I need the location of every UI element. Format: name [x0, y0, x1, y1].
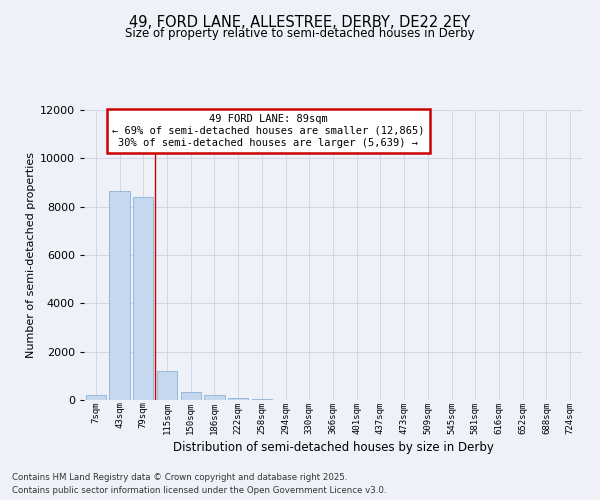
- Bar: [181, 392, 201, 400]
- Text: 49, FORD LANE, ALLESTREE, DERBY, DE22 2EY: 49, FORD LANE, ALLESTREE, DERBY, DE22 2E…: [130, 15, 470, 30]
- Bar: [252, 399, 272, 400]
- Bar: [228, 398, 248, 400]
- X-axis label: Distribution of semi-detached houses by size in Derby: Distribution of semi-detached houses by …: [173, 440, 493, 454]
- Text: 49 FORD LANE: 89sqm
← 69% of semi-detached houses are smaller (12,865)
30% of se: 49 FORD LANE: 89sqm ← 69% of semi-detach…: [112, 114, 425, 148]
- Bar: [86, 395, 106, 400]
- Bar: [133, 197, 154, 400]
- Text: Contains HM Land Registry data © Crown copyright and database right 2025.: Contains HM Land Registry data © Crown c…: [12, 474, 347, 482]
- Bar: [157, 371, 177, 400]
- Bar: [109, 191, 130, 400]
- Text: Contains public sector information licensed under the Open Government Licence v3: Contains public sector information licen…: [12, 486, 386, 495]
- Bar: [205, 395, 224, 400]
- Text: Size of property relative to semi-detached houses in Derby: Size of property relative to semi-detach…: [125, 28, 475, 40]
- Y-axis label: Number of semi-detached properties: Number of semi-detached properties: [26, 152, 35, 358]
